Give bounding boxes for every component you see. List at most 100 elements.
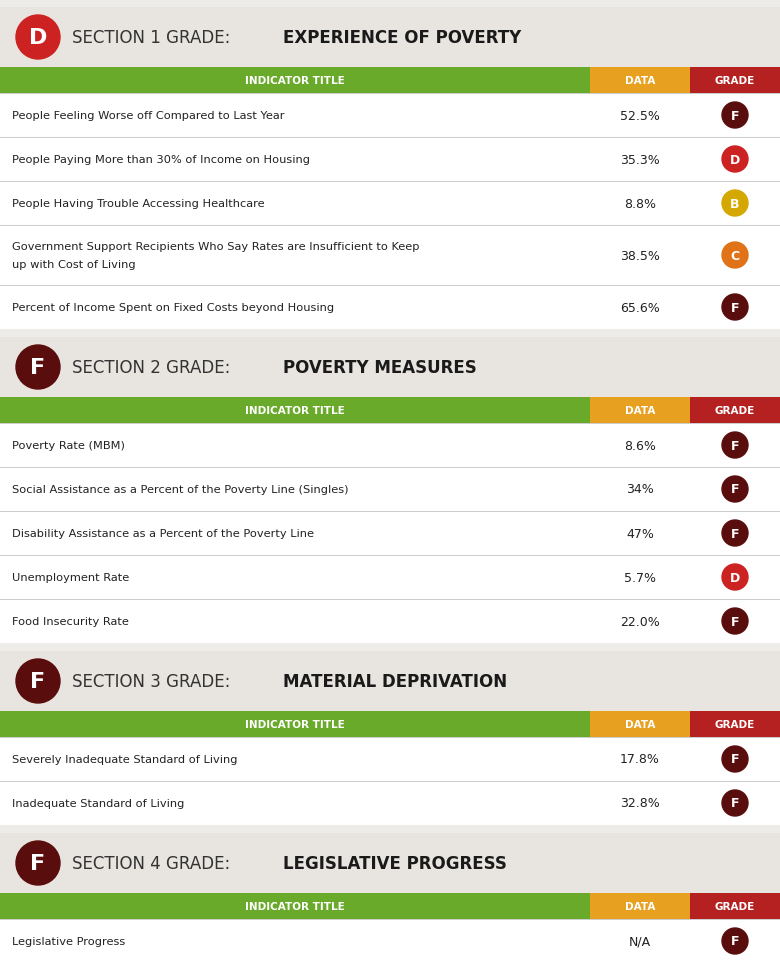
FancyBboxPatch shape xyxy=(0,711,590,737)
Text: GRADE: GRADE xyxy=(715,719,755,729)
Circle shape xyxy=(16,16,60,60)
Text: Inadequate Standard of Living: Inadequate Standard of Living xyxy=(12,799,184,808)
Text: F: F xyxy=(30,853,45,874)
Text: F: F xyxy=(731,439,739,452)
Text: People Feeling Worse off Compared to Last Year: People Feeling Worse off Compared to Las… xyxy=(12,111,285,121)
FancyBboxPatch shape xyxy=(690,68,780,94)
Text: INDICATOR TITLE: INDICATOR TITLE xyxy=(245,406,345,415)
Text: Severely Inadequate Standard of Living: Severely Inadequate Standard of Living xyxy=(12,754,237,764)
Text: F: F xyxy=(731,527,739,540)
Text: LEGISLATIVE PROGRESS: LEGISLATIVE PROGRESS xyxy=(283,854,507,872)
FancyBboxPatch shape xyxy=(690,893,780,919)
FancyBboxPatch shape xyxy=(0,424,780,467)
Text: D: D xyxy=(29,28,47,48)
Circle shape xyxy=(722,432,748,458)
Text: Unemployment Rate: Unemployment Rate xyxy=(12,573,129,582)
FancyBboxPatch shape xyxy=(590,68,690,94)
Text: 47%: 47% xyxy=(626,527,654,540)
FancyBboxPatch shape xyxy=(0,182,780,226)
Text: Food Insecurity Rate: Food Insecurity Rate xyxy=(12,616,129,627)
Text: F: F xyxy=(731,752,739,766)
FancyBboxPatch shape xyxy=(0,68,590,94)
Text: DATA: DATA xyxy=(625,406,655,415)
FancyBboxPatch shape xyxy=(0,467,780,511)
Circle shape xyxy=(722,521,748,547)
FancyBboxPatch shape xyxy=(0,511,780,555)
Text: F: F xyxy=(731,615,739,628)
Text: Percent of Income Spent on Fixed Costs beyond Housing: Percent of Income Spent on Fixed Costs b… xyxy=(12,303,334,312)
Text: N/A: N/A xyxy=(629,934,651,948)
Text: SECTION 2 GRADE:: SECTION 2 GRADE: xyxy=(72,358,236,377)
Circle shape xyxy=(722,790,748,816)
FancyBboxPatch shape xyxy=(0,398,590,424)
FancyBboxPatch shape xyxy=(0,652,780,711)
FancyBboxPatch shape xyxy=(0,226,780,285)
Text: GRADE: GRADE xyxy=(715,901,755,911)
Circle shape xyxy=(722,608,748,634)
Text: MATERIAL DEPRIVATION: MATERIAL DEPRIVATION xyxy=(283,673,507,690)
Text: People Paying More than 30% of Income on Housing: People Paying More than 30% of Income on… xyxy=(12,155,310,165)
Circle shape xyxy=(722,147,748,173)
Circle shape xyxy=(722,191,748,217)
Text: Legislative Progress: Legislative Progress xyxy=(12,936,126,946)
Text: F: F xyxy=(731,483,739,496)
FancyBboxPatch shape xyxy=(0,8,780,68)
FancyBboxPatch shape xyxy=(0,737,780,781)
Text: EXPERIENCE OF POVERTY: EXPERIENCE OF POVERTY xyxy=(283,29,521,47)
FancyBboxPatch shape xyxy=(590,711,690,737)
Circle shape xyxy=(16,841,60,885)
FancyBboxPatch shape xyxy=(0,285,780,330)
FancyBboxPatch shape xyxy=(0,781,780,825)
Text: F: F xyxy=(30,672,45,691)
Text: 52.5%: 52.5% xyxy=(620,110,660,122)
FancyBboxPatch shape xyxy=(0,555,780,600)
FancyBboxPatch shape xyxy=(0,833,780,893)
Text: Poverty Rate (MBM): Poverty Rate (MBM) xyxy=(12,440,125,451)
Circle shape xyxy=(16,346,60,389)
Text: SECTION 4 GRADE:: SECTION 4 GRADE: xyxy=(72,854,236,872)
Text: DATA: DATA xyxy=(625,719,655,729)
Text: F: F xyxy=(731,934,739,948)
Text: Social Assistance as a Percent of the Poverty Line (Singles): Social Assistance as a Percent of the Po… xyxy=(12,484,349,495)
Circle shape xyxy=(722,103,748,129)
Circle shape xyxy=(722,928,748,954)
Circle shape xyxy=(722,564,748,590)
Text: D: D xyxy=(730,154,740,166)
Text: 38.5%: 38.5% xyxy=(620,249,660,262)
FancyBboxPatch shape xyxy=(590,893,690,919)
FancyBboxPatch shape xyxy=(0,919,780,961)
Text: GRADE: GRADE xyxy=(715,406,755,415)
FancyBboxPatch shape xyxy=(590,398,690,424)
Text: INDICATOR TITLE: INDICATOR TITLE xyxy=(245,719,345,729)
Text: F: F xyxy=(731,301,739,314)
Circle shape xyxy=(722,477,748,503)
Text: GRADE: GRADE xyxy=(715,76,755,86)
Text: SECTION 3 GRADE:: SECTION 3 GRADE: xyxy=(72,673,236,690)
Text: People Having Trouble Accessing Healthcare: People Having Trouble Accessing Healthca… xyxy=(12,199,264,209)
Circle shape xyxy=(16,659,60,703)
FancyBboxPatch shape xyxy=(0,893,590,919)
Text: DATA: DATA xyxy=(625,76,655,86)
FancyBboxPatch shape xyxy=(0,600,780,643)
Text: 22.0%: 22.0% xyxy=(620,615,660,628)
Circle shape xyxy=(722,295,748,321)
Text: F: F xyxy=(30,357,45,378)
Text: D: D xyxy=(730,571,740,584)
Text: F: F xyxy=(731,110,739,122)
Circle shape xyxy=(722,747,748,773)
Text: Disability Assistance as a Percent of the Poverty Line: Disability Assistance as a Percent of th… xyxy=(12,529,314,538)
Text: INDICATOR TITLE: INDICATOR TITLE xyxy=(245,76,345,86)
Text: 5.7%: 5.7% xyxy=(624,571,656,584)
FancyBboxPatch shape xyxy=(0,137,780,182)
Text: 8.6%: 8.6% xyxy=(624,439,656,452)
Circle shape xyxy=(722,243,748,269)
Text: F: F xyxy=(731,797,739,810)
FancyBboxPatch shape xyxy=(0,94,780,137)
Text: 17.8%: 17.8% xyxy=(620,752,660,766)
Text: 32.8%: 32.8% xyxy=(620,797,660,810)
Text: DATA: DATA xyxy=(625,901,655,911)
Text: INDICATOR TITLE: INDICATOR TITLE xyxy=(245,901,345,911)
Text: C: C xyxy=(730,249,739,262)
FancyBboxPatch shape xyxy=(0,337,780,398)
Text: 34%: 34% xyxy=(626,483,654,496)
